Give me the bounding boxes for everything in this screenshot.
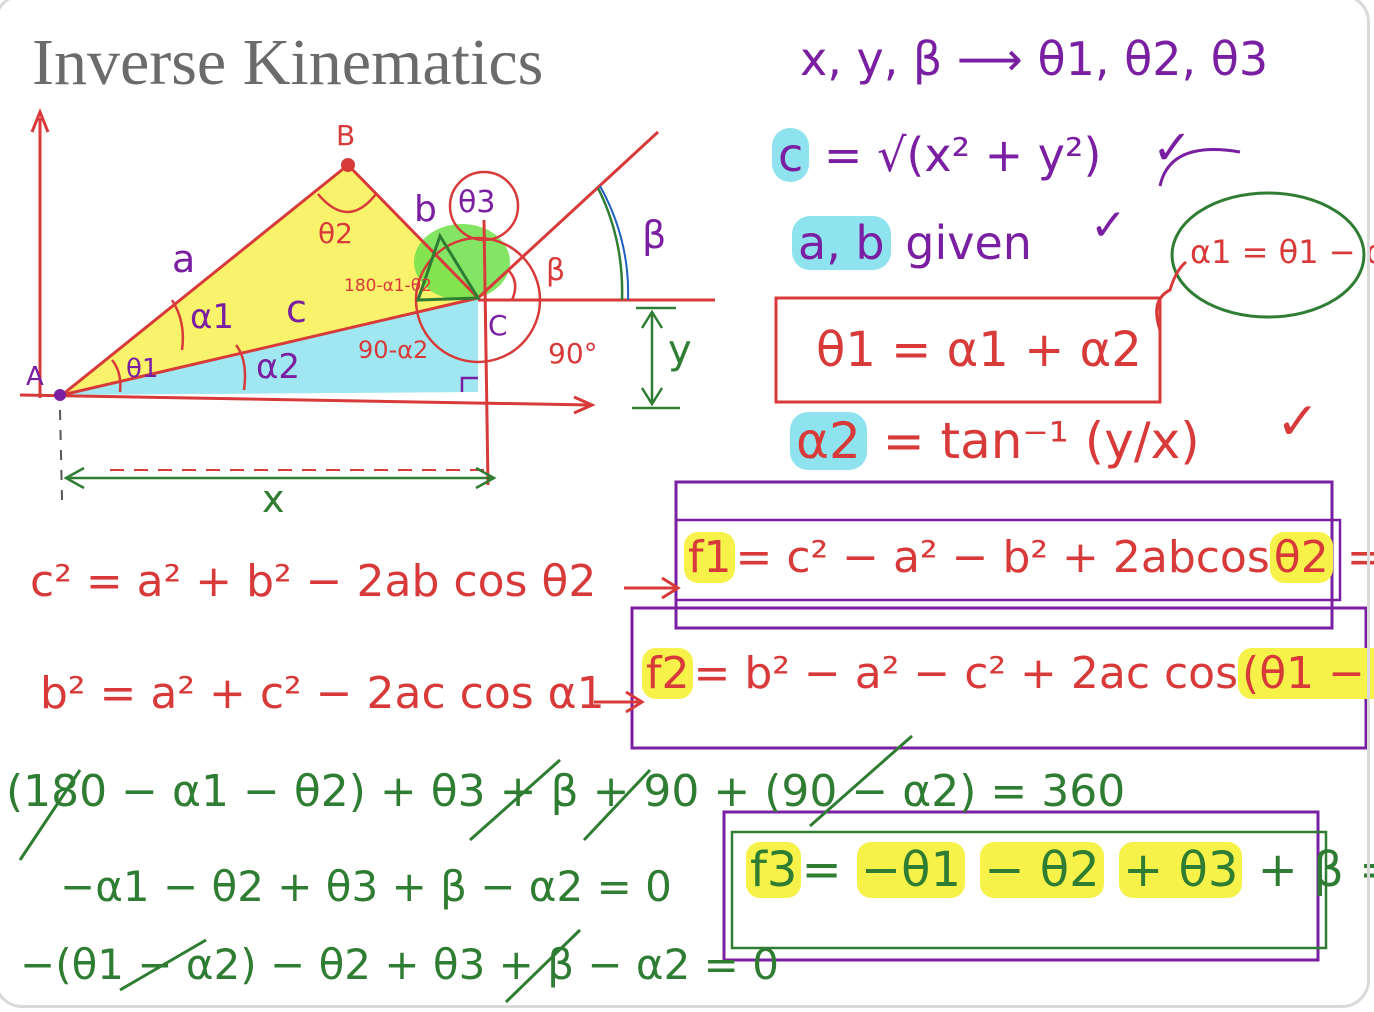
f1-theta: θ2 [1269, 532, 1333, 583]
alpha2-equation-rhs: = tan⁻¹ (y/x) [882, 412, 1200, 470]
side-a-line [61, 163, 349, 397]
theta1-arc [111, 359, 122, 393]
label-alpha1: α1 [190, 297, 235, 337]
strike-90a [469, 758, 561, 842]
theta1-equation: θ1 = α1 + α2 [816, 322, 1142, 378]
x-axis-line [19, 393, 591, 407]
c-check: ✓ [1152, 120, 1193, 176]
label-dim-y: y [668, 327, 692, 373]
point-b-dot [341, 158, 355, 172]
f3-theta3: + θ3 [1118, 842, 1243, 898]
x-dim-arrow-left [63, 466, 85, 490]
y-dim-arrow-top [640, 309, 664, 329]
label-side-c: c [286, 287, 307, 331]
page-title: Inverse Kinematics [32, 26, 544, 99]
angle-sum-equation: (180 − α1 − θ2) + θ3 + β + 90 + (90 − α2… [6, 766, 1126, 817]
beta-arc-near [507, 269, 517, 301]
label-point-a: A [26, 362, 44, 392]
f3-box-inner [730, 830, 1328, 950]
side-b-line [346, 163, 480, 300]
alpha2-highlight: α2 [790, 412, 867, 470]
point-a-dot [54, 389, 66, 401]
alpha1-equation: α1 = θ1 − α2 [1190, 233, 1374, 271]
alpha1-arc [170, 299, 185, 351]
simplified-equation: −α1 − θ2 + θ3 + β − α2 = 0 [60, 862, 672, 911]
f2-body: = b² − a² − c² + 2ac cos [693, 648, 1239, 699]
ab-given-row: a, b given [792, 216, 1032, 270]
alpha2-check: ✓ [1276, 392, 1320, 452]
strike-alpha2b [504, 928, 582, 1004]
substituted-equation: −(θ1 − α2) − θ2 + θ3 + β − α2 = 0 [20, 940, 779, 989]
c-equation-rhs: = √(x² + y²) [823, 128, 1102, 182]
x-dim-tick-left [59, 409, 63, 501]
y-dim-arrow-bottom [640, 387, 664, 407]
label-point-b: B [336, 119, 356, 152]
right-angle-mark [460, 376, 478, 392]
c-check-mark [1158, 148, 1241, 187]
green-angle-mark [415, 232, 481, 302]
f3-eq-sign: = [801, 842, 842, 898]
label-theta1: θ1 [126, 354, 159, 384]
arrow-to-f1-head [661, 576, 681, 600]
f3-end: + β = 0 [1257, 842, 1374, 898]
beta-arc-far [596, 187, 624, 301]
f2-name: f2 [642, 648, 694, 699]
end-effector-line [476, 130, 660, 300]
label-180-angle: 180-α1-θ2 [344, 276, 432, 296]
vertical-line-c [482, 219, 490, 486]
c-equation-row: c = √(x² + y²) [772, 128, 1101, 182]
strike-alpha2a [119, 938, 207, 992]
arrow-to-f2-head [625, 690, 645, 714]
f1-box-inner [674, 518, 1342, 602]
label-beta-near: β [546, 253, 566, 288]
f1-end: = 0 [1346, 532, 1374, 583]
label-theta2: θ2 [318, 217, 353, 250]
theta3-circle [448, 170, 520, 242]
upper-triangle-fill [62, 165, 478, 395]
law-of-cosines-2: b² = a² + c² − 2ac cos α1 [40, 668, 605, 719]
law-of-cosines-1: c² = a² + b² − 2ab cos θ2 [30, 556, 597, 607]
f2-equation: f2= b² − a² − c² + 2ac cos(θ1 − α2)= 0 [642, 648, 1374, 699]
f3-theta2: − θ2 [980, 842, 1104, 898]
f1-body: = c² − a² − b² + 2abcos [735, 532, 1270, 583]
label-side-a: a [172, 237, 196, 281]
strike-360 [809, 734, 913, 828]
x-axis-arrow [573, 395, 596, 415]
strike-180 [18, 769, 82, 861]
alpha2-arc [234, 344, 247, 391]
label-beta-far: β [642, 213, 667, 257]
y-axis-arrow [30, 107, 50, 133]
ab-check: ✓ [1090, 200, 1127, 251]
c-highlight: c [772, 128, 810, 182]
beta-arc-blue [599, 185, 630, 301]
label-90-minus-alpha2: 90-α2 [358, 336, 429, 364]
f3-name: f3 [746, 842, 802, 898]
theta1-box [774, 296, 1162, 404]
mapping-equation: x, y, β ⟶ θ1, θ2, θ3 [800, 32, 1269, 86]
f2-paren: (θ1 − α2) [1238, 648, 1374, 699]
label-point-c: C [488, 309, 508, 342]
joint-c-circle [414, 236, 542, 364]
theta2-arc [317, 193, 377, 214]
alpha1-ellipse [1170, 191, 1366, 319]
x-dim-arrow-right [475, 466, 497, 490]
side-c-line [61, 296, 479, 397]
f1-equation: f1= c² − a² − b² + 2abcosθ2 = 0 [684, 532, 1374, 583]
label-90-degrees: 90° [548, 337, 598, 370]
f1-name: f1 [684, 532, 736, 583]
f3-box-outer [722, 810, 1320, 962]
label-side-b: b [414, 189, 437, 230]
f3-equation: f3= −θ1 − θ2 + θ3 + β = 0 [746, 842, 1374, 898]
alpha2-equation-row: α2 = tan⁻¹ (y/x) [790, 412, 1200, 470]
label-dim-x: x [262, 477, 285, 521]
label-alpha2: α2 [256, 347, 301, 387]
f3-theta1: −θ1 [856, 842, 966, 898]
strike-90b [582, 768, 652, 842]
ab-given-text: given [905, 216, 1032, 270]
ab-highlight: a, b [792, 216, 891, 270]
label-theta3: θ3 [458, 185, 496, 220]
alpha1-arrow [1155, 260, 1187, 331]
